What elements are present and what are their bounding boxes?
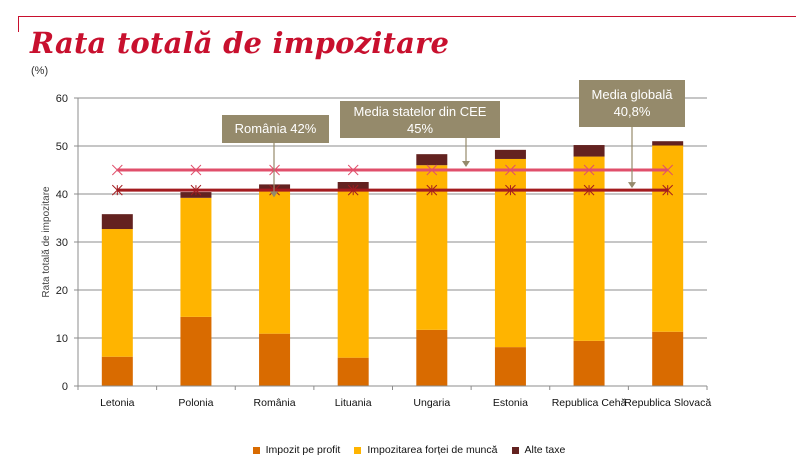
bar-segment-labor [652, 145, 684, 332]
x-tick-label: Republica Cehă [552, 397, 627, 409]
legend-item-profit: Impozit pe profit [252, 444, 341, 456]
romania-arrow-head [270, 191, 278, 198]
y-tick-label: 40 [56, 189, 68, 201]
y-tick-label: 20 [56, 285, 68, 297]
x-tick-label: Estonia [493, 397, 528, 409]
marker-stroke [662, 164, 674, 176]
marker-stroke [347, 164, 359, 176]
cee-marker [426, 164, 438, 176]
bar-segment-other [101, 214, 133, 230]
bar-segment-profit [416, 329, 448, 386]
y-tick-label: 30 [56, 237, 68, 249]
header-rule-tick [18, 16, 19, 32]
bar-segment-profit [337, 357, 369, 386]
cee-marker [111, 164, 123, 176]
callout-cee-average: Media statelor din CEE 45% [340, 101, 500, 138]
x-tick-label: Polonia [178, 397, 213, 409]
y-axis-label: Rata totală de impozitare [41, 186, 52, 298]
legend-item-other: Alte taxe [511, 444, 566, 456]
legend-swatch-labor [354, 446, 362, 454]
marker-stroke [505, 164, 516, 176]
marker-stroke [111, 164, 123, 176]
header-rule-right [336, 16, 796, 17]
global-marker [347, 184, 359, 196]
bar-segment-other [494, 149, 526, 159]
bar-segment-profit [494, 347, 526, 386]
x-tick-label: Ungaria [413, 397, 450, 409]
global-marker [583, 184, 595, 196]
bar-segment-other [652, 141, 684, 146]
bar-segment-profit [573, 340, 605, 386]
marker-stroke [583, 164, 595, 176]
bar-segment-labor [101, 229, 133, 357]
y-tick-label: 50 [56, 141, 68, 153]
x-tick-label: Republica Slovacă [624, 397, 711, 409]
x-tick-label: Lituania [335, 397, 372, 409]
cee-marker [190, 164, 202, 176]
legend-label-labor: Impozitarea forței de muncă [367, 444, 498, 456]
bar-segment-labor [259, 190, 291, 334]
header-rule [18, 16, 336, 17]
bar-segment-other [416, 154, 448, 166]
bar-segment-profit [180, 316, 212, 386]
cee-marker [505, 164, 516, 176]
bar-segment-labor [573, 156, 605, 341]
bar-segment-profit [101, 356, 133, 386]
callout-cee-line2: 45% [406, 121, 434, 136]
y-tick-label: 10 [56, 333, 68, 345]
bar-segment-labor [337, 189, 369, 358]
legend-swatch-other [511, 446, 519, 454]
cee-marker [347, 164, 359, 176]
legend-swatch-profit [252, 446, 260, 454]
global-marker [111, 184, 123, 196]
global-marker [426, 184, 438, 196]
y-tick-label: 60 [56, 93, 68, 105]
x-tick-label: România [254, 397, 296, 409]
global-marker [662, 184, 674, 196]
marker-stroke [426, 164, 438, 176]
legend-label-other: Alte taxe [524, 444, 566, 456]
unit-label: (%) [31, 65, 49, 77]
callout-cee-line1: Media statelor din CEE [353, 104, 487, 119]
cee-arrow-head [462, 161, 470, 167]
callout-romania-text: România 42% [234, 121, 317, 136]
legend-label-profit: Impozit pe profit [265, 444, 341, 456]
bar-segment-profit [652, 331, 684, 386]
global-arrow-head [628, 182, 636, 189]
marker-stroke [190, 164, 202, 176]
bar-segment-other [573, 145, 605, 157]
bar-segment-profit [259, 333, 291, 386]
callout-global-line2: 40,8% [613, 104, 651, 119]
page-title: Rata totală de impozitare [30, 26, 450, 60]
cee-marker [662, 164, 674, 176]
callout-romania: România 42% [222, 115, 329, 143]
legend-item-labor: Impozitarea forței de muncă [354, 444, 498, 456]
global-marker [505, 184, 516, 196]
global-marker [190, 184, 202, 196]
callout-global-line1: Media globală [591, 87, 673, 102]
x-tick-label: Letonia [100, 397, 135, 409]
chart-legend: Impozit pe profit Impozitarea forței de … [0, 444, 812, 456]
cee-marker [583, 164, 595, 176]
y-tick-label: 0 [62, 381, 68, 393]
bar-segment-labor [180, 197, 212, 317]
callout-global-average: Media globală 40,8% [579, 80, 685, 127]
